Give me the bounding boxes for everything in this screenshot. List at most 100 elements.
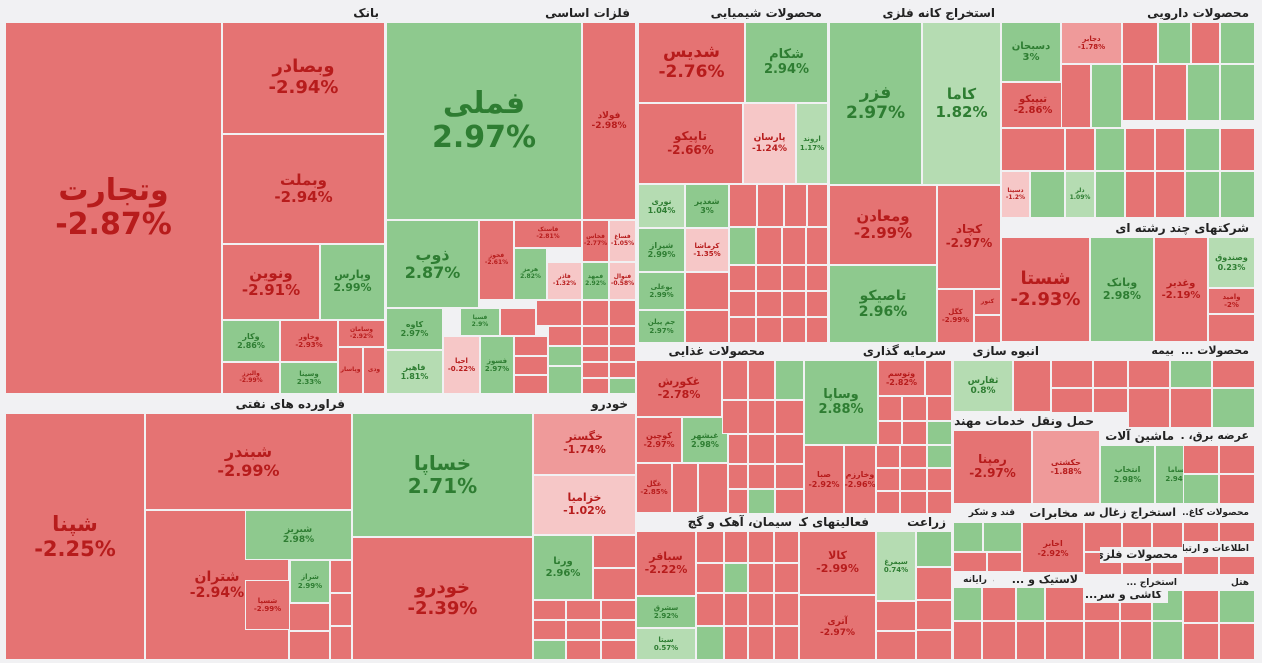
- stock-tile-kama[interactable]: کاما 1.82%: [922, 22, 1001, 185]
- stock-tile-small[interactable]: [593, 568, 636, 600]
- stock-tile-small[interactable]: [514, 375, 548, 394]
- stock-tile-small[interactable]: [1219, 587, 1255, 623]
- stock-tile-ghshahd[interactable]: غبشهر 2.98%: [682, 417, 728, 463]
- stock-tile-small[interactable]: [514, 356, 548, 375]
- stock-tile-small[interactable]: [533, 640, 566, 660]
- stock-tile-small[interactable]: [1122, 22, 1158, 64]
- stock-tile-small[interactable]: [775, 400, 804, 434]
- stock-tile-shabriz[interactable]: شبریز 2.98%: [245, 510, 352, 560]
- stock-tile-shadis[interactable]: شدیس -2.76%: [638, 22, 745, 103]
- stock-tile-small[interactable]: [548, 326, 582, 346]
- stock-tile-small[interactable]: [1045, 621, 1084, 660]
- stock-tile-tekhabar[interactable]: انتخاب 2.98%: [1100, 445, 1155, 504]
- stock-tile-vrana[interactable]: ورنا 2.96%: [533, 535, 593, 600]
- stock-tile-small[interactable]: [609, 346, 636, 362]
- stock-tile-small[interactable]: [548, 366, 582, 394]
- stock-tile-fkhas[interactable]: فخاس -2.77%: [582, 220, 609, 262]
- stock-tile-fanazar[interactable]: فاذر -1.32%: [547, 262, 582, 300]
- stock-tile-shghadir[interactable]: شغدیر 3%: [685, 184, 729, 228]
- stock-tile-small[interactable]: [1155, 128, 1185, 171]
- stock-tile-small[interactable]: [1001, 128, 1065, 171]
- stock-tile-small[interactable]: [724, 531, 748, 563]
- stock-tile-small[interactable]: [601, 640, 636, 660]
- stock-tile-small[interactable]: [953, 552, 987, 572]
- stock-tile-small[interactable]: [1152, 621, 1183, 660]
- stock-tile-atri[interactable]: آتری -2.97%: [799, 595, 876, 660]
- stock-tile-small[interactable]: [609, 300, 636, 326]
- stock-tile-small[interactable]: [566, 620, 601, 640]
- stock-tile-vsina[interactable]: وسینا 2.33%: [280, 362, 338, 394]
- stock-tile-small[interactable]: [566, 640, 601, 660]
- stock-tile-small[interactable]: [757, 184, 784, 227]
- stock-tile-small[interactable]: [1220, 64, 1255, 121]
- stock-tile-small[interactable]: [775, 489, 804, 514]
- stock-tile-kgehad[interactable]: کچاد -2.97%: [937, 185, 1001, 289]
- stock-tile-hkeshti[interactable]: حکشتی -1.88%: [1032, 430, 1100, 504]
- stock-tile-small[interactable]: [1065, 128, 1095, 171]
- stock-tile-small[interactable]: [774, 626, 799, 660]
- stock-tile-small[interactable]: [756, 291, 782, 317]
- stock-tile-small[interactable]: [1013, 360, 1051, 412]
- stock-tile-shraz[interactable]: شراز 2.99%: [290, 560, 330, 603]
- stock-tile-dsobhan[interactable]: دسبحان 3%: [1001, 22, 1061, 82]
- stock-tile-small[interactable]: [1030, 171, 1065, 218]
- stock-tile-small[interactable]: [774, 593, 799, 626]
- stock-tile-small[interactable]: [1095, 128, 1125, 171]
- stock-tile-vbmelat[interactable]: وبملت -2.94%: [222, 134, 385, 244]
- stock-tile-small[interactable]: [876, 601, 916, 631]
- stock-tile-small[interactable]: [1045, 587, 1084, 621]
- stock-tile-small[interactable]: [514, 336, 548, 356]
- stock-tile-small[interactable]: [728, 464, 748, 489]
- stock-tile-shekam[interactable]: شکام 2.94%: [745, 22, 828, 103]
- stock-tile-small[interactable]: [698, 463, 728, 513]
- stock-tile-shbandar[interactable]: شبندر -2.99%: [145, 413, 352, 510]
- stock-tile-ghgol[interactable]: غگل -2.85%: [636, 463, 672, 513]
- stock-tile-small[interactable]: [927, 468, 952, 491]
- stock-tile-small[interactable]: [756, 265, 782, 291]
- stock-tile-small[interactable]: [289, 603, 330, 631]
- stock-tile-small[interactable]: [775, 464, 804, 489]
- stock-tile-small[interactable]: [756, 317, 782, 343]
- stock-tile-arvand[interactable]: اروند 1.17%: [796, 103, 828, 184]
- stock-tile-small[interactable]: [728, 489, 748, 514]
- stock-tile-parsan[interactable]: پارسان -1.24%: [743, 103, 796, 184]
- stock-tile-small[interactable]: [1183, 474, 1219, 504]
- stock-tile-fahir[interactable]: فاهیر 1.81%: [386, 350, 443, 394]
- stock-tile-ghkorosh2[interactable]: کوچین -2.97%: [636, 417, 682, 463]
- stock-tile-vsna[interactable]: صبا -2.92%: [804, 445, 844, 514]
- stock-tile-vkharazm[interactable]: وخارزم -2.96%: [844, 445, 876, 514]
- stock-tile-vpasar[interactable]: وپاسار: [338, 347, 363, 394]
- stock-tile-vparis[interactable]: وپارس 2.99%: [320, 244, 385, 320]
- stock-tile-tapiko[interactable]: تاپیکو -2.66%: [638, 103, 743, 184]
- stock-tile-small[interactable]: [782, 265, 806, 291]
- stock-tile-small[interactable]: [876, 445, 900, 468]
- stock-tile-small[interactable]: [601, 600, 636, 620]
- stock-tile-small[interactable]: [1170, 388, 1212, 428]
- stock-tile-vtejarat[interactable]: وتجارت -2.87%: [5, 22, 222, 394]
- stock-tile-small[interactable]: [953, 621, 982, 660]
- stock-tile-small[interactable]: [1183, 445, 1219, 474]
- stock-tile-fnoor[interactable]: فنوال -0.58%: [609, 262, 636, 300]
- stock-tile-hormoz[interactable]: هرمز 2.82%: [514, 248, 547, 300]
- stock-tile-small[interactable]: [1220, 171, 1255, 218]
- stock-tile-small[interactable]: [1061, 64, 1091, 128]
- stock-tile-small[interactable]: [900, 491, 927, 514]
- stock-tile-small[interactable]: [748, 626, 774, 660]
- stock-tile-fsagh[interactable]: فساغ -1.05%: [609, 220, 636, 262]
- stock-tile-small[interactable]: [983, 522, 1022, 552]
- stock-tile-small[interactable]: [774, 531, 799, 563]
- stock-tile-shasta[interactable]: شستا -2.93%: [1001, 237, 1090, 342]
- stock-tile-valborz[interactable]: والبرز -2.99%: [222, 362, 280, 394]
- stock-tile-small[interactable]: [1051, 388, 1093, 413]
- stock-tile-small[interactable]: [1212, 360, 1255, 388]
- stock-tile-vbsadr[interactable]: وبصادر -2.94%: [222, 22, 385, 134]
- stock-tile-small[interactable]: [672, 463, 698, 513]
- stock-tile-small[interactable]: [593, 535, 636, 568]
- stock-tile-karma[interactable]: کرماشا -1.35%: [685, 228, 729, 272]
- stock-tile-small[interactable]: [1051, 360, 1093, 388]
- stock-tile-small[interactable]: [1212, 388, 1255, 428]
- stock-tile-small[interactable]: [1185, 128, 1220, 171]
- stock-tile-small[interactable]: [774, 563, 799, 593]
- stock-tile-small[interactable]: [806, 317, 828, 343]
- stock-tile-vghadir[interactable]: وغدیر -2.19%: [1154, 237, 1208, 342]
